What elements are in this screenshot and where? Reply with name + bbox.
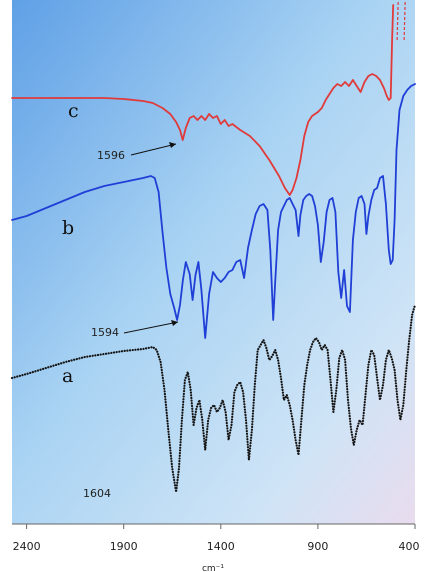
series-line-b — [11, 83, 416, 339]
series-line-c — [11, 4, 395, 196]
peak-label-1596: 1596 — [97, 149, 125, 162]
peak-label-1594: 1594 — [91, 326, 119, 339]
peak-arrow-1596 — [130, 143, 177, 156]
annotation-layer: 1596 1594 1604 — [83, 142, 179, 500]
series-label-c-text: c — [68, 100, 79, 122]
x-tick-label: 900 — [307, 540, 328, 553]
x-tick-label: 2400 — [13, 540, 41, 553]
series-label-b-text: b — [62, 217, 74, 239]
peak-arrowhead-1596 — [169, 142, 176, 148]
series-line-c-dash-1 — [396, 0, 399, 41]
series-line-c-dash-2 — [403, 0, 406, 41]
series-label-c: c — [68, 100, 79, 122]
peak-arrow-1594 — [123, 321, 179, 334]
peak-label-1604: 1604 — [83, 487, 111, 500]
x-tick-label: 400 — [399, 540, 420, 553]
series-label-b: b — [62, 217, 74, 239]
series-label-a: a — [62, 365, 73, 387]
peak-arrowhead-1594 — [171, 320, 178, 326]
x-tick-label: 1900 — [110, 540, 138, 553]
x-axis-ticks: 2400 1900 1400 900 400 — [13, 524, 420, 553]
series-layer — [10, 0, 417, 494]
x-axis-label: cm⁻¹ — [202, 564, 224, 572]
series-line-a — [10, 303, 417, 494]
plot-background — [12, 0, 415, 524]
series-label-a-text: a — [62, 365, 73, 387]
x-tick-label: 1400 — [207, 540, 235, 553]
